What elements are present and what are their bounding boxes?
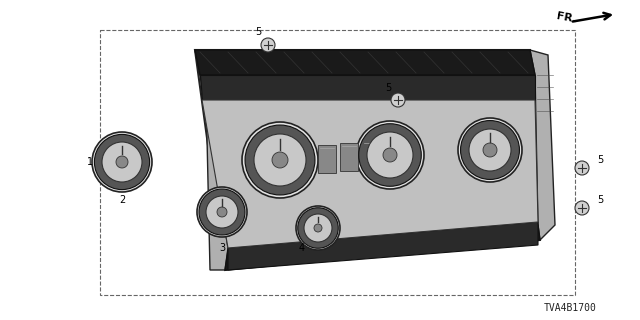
Circle shape bbox=[391, 93, 405, 107]
Polygon shape bbox=[195, 50, 540, 270]
Circle shape bbox=[575, 161, 589, 175]
Polygon shape bbox=[195, 50, 228, 270]
Text: 5: 5 bbox=[597, 155, 603, 165]
Text: 5: 5 bbox=[385, 83, 391, 93]
Circle shape bbox=[298, 208, 339, 248]
Circle shape bbox=[116, 156, 128, 168]
Circle shape bbox=[217, 207, 227, 217]
Bar bbox=[340, 143, 358, 171]
Circle shape bbox=[359, 124, 421, 186]
Polygon shape bbox=[530, 50, 555, 240]
Text: FR.: FR. bbox=[556, 11, 578, 25]
Circle shape bbox=[383, 148, 397, 162]
Circle shape bbox=[254, 134, 306, 186]
Circle shape bbox=[296, 206, 340, 250]
Bar bbox=[100, 30, 575, 295]
Circle shape bbox=[367, 132, 413, 178]
Circle shape bbox=[245, 125, 315, 195]
Circle shape bbox=[304, 214, 332, 242]
Text: 3: 3 bbox=[219, 243, 225, 253]
Circle shape bbox=[206, 196, 238, 228]
Circle shape bbox=[261, 38, 275, 52]
Polygon shape bbox=[202, 100, 538, 248]
Circle shape bbox=[102, 142, 142, 182]
Bar bbox=[362, 140, 380, 168]
Circle shape bbox=[469, 129, 511, 171]
Text: 5: 5 bbox=[255, 27, 261, 37]
Polygon shape bbox=[200, 75, 535, 100]
Circle shape bbox=[242, 122, 318, 198]
Text: 5: 5 bbox=[597, 195, 603, 205]
Circle shape bbox=[356, 121, 424, 189]
Circle shape bbox=[92, 132, 152, 192]
Circle shape bbox=[461, 121, 520, 180]
Circle shape bbox=[575, 201, 589, 215]
Polygon shape bbox=[225, 225, 540, 270]
Polygon shape bbox=[228, 222, 538, 270]
Circle shape bbox=[272, 152, 288, 168]
Text: 1: 1 bbox=[87, 157, 93, 167]
Text: TVA4B1700: TVA4B1700 bbox=[543, 303, 596, 313]
Circle shape bbox=[483, 143, 497, 157]
Bar bbox=[318, 145, 336, 173]
Text: 4: 4 bbox=[299, 243, 305, 253]
Circle shape bbox=[458, 118, 522, 182]
Polygon shape bbox=[195, 50, 535, 75]
Circle shape bbox=[95, 134, 150, 189]
Circle shape bbox=[314, 224, 322, 232]
Circle shape bbox=[197, 187, 247, 237]
Text: 2: 2 bbox=[119, 195, 125, 205]
Circle shape bbox=[199, 189, 245, 235]
